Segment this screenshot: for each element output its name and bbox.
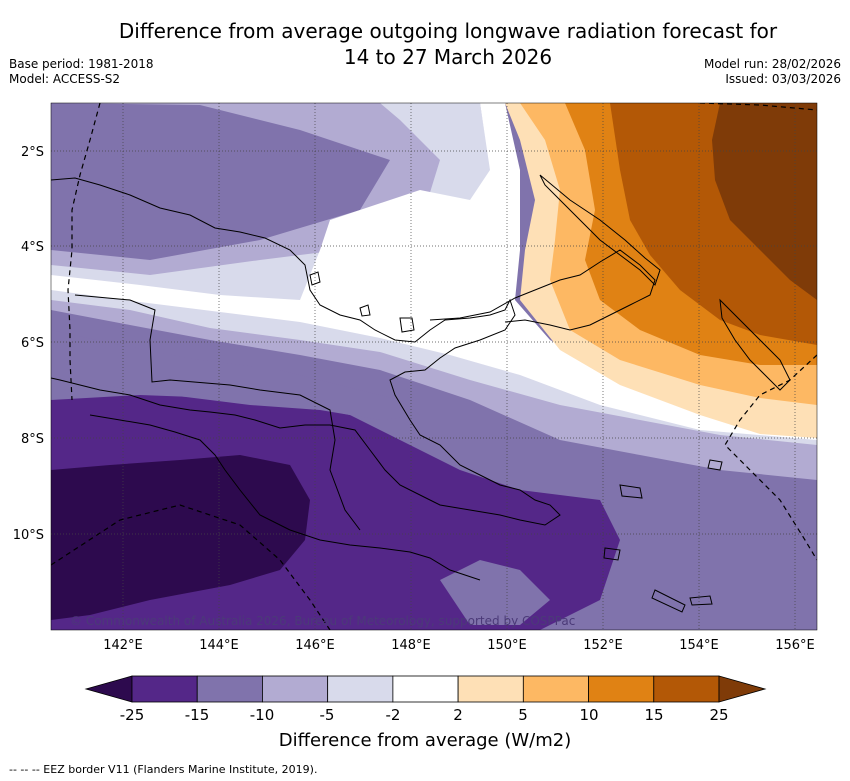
colorbar-segment (196, 675, 263, 703)
coastlines (51, 174, 791, 613)
map-panel: © Commonwealth of Australia 2026, Bureau… (51, 103, 817, 630)
colorbar-segment (588, 675, 655, 703)
colorbar-segment (392, 675, 459, 703)
colorbar-tick: -15 (185, 706, 210, 724)
colorbar-tick: -10 (250, 706, 275, 724)
colorbar-tick: -5 (320, 706, 335, 724)
lon-label: 148°E (391, 638, 431, 653)
colorbar (84, 675, 767, 703)
lat-label: 4°S (21, 240, 44, 255)
colorbar-segment (327, 675, 394, 703)
anomaly-band-pos25 (712, 103, 817, 300)
colorbar-segment (522, 675, 589, 703)
base-period: Base period: 1981-2018 (9, 57, 154, 71)
colorbar-extend-min (84, 675, 133, 703)
lat-label: 6°S (21, 336, 44, 351)
colorbar-extend-max (718, 675, 767, 703)
lon-label: 152°E (583, 638, 623, 653)
bougainville-coast (719, 298, 791, 391)
colorbar-tick: 2 (453, 706, 463, 724)
lat-label: 8°S (21, 432, 44, 447)
lat-label: 2°S (21, 145, 44, 160)
meta-right: Model run: 28/02/2026 Issued: 03/03/2026 (704, 57, 841, 87)
colorbar-segment (262, 675, 329, 703)
copyright-note: © Commonwealth of Australia 2026, Bureau… (70, 614, 575, 628)
colorbar-tick: -2 (386, 706, 401, 724)
islands (309, 271, 723, 613)
map-frame (50, 102, 818, 631)
lat-axis: 2°S 4°S 6°S 8°S 10°S (13, 145, 44, 543)
southern-coast (89, 414, 481, 581)
issued-date: Issued: 03/03/2026 (725, 72, 841, 86)
new-ireland-coast (539, 174, 661, 286)
lon-label: 154°E (679, 638, 719, 653)
eez-borders (51, 103, 817, 630)
colorbar-tick: -25 (120, 706, 145, 724)
colorbar-segment (653, 675, 720, 703)
colorbar-segment (457, 675, 524, 703)
colorbar-title: Difference from average (W/m2) (278, 730, 572, 751)
title-line-2: 14 to 27 March 2026 (343, 45, 553, 69)
lon-axis: 142°E 144°E 146°E 148°E 150°E 152°E 154°… (103, 638, 815, 653)
model-run: Model run: 28/02/2026 (703, 57, 841, 71)
anomaly-band-neg10 (51, 330, 420, 420)
model-name: Model: ACCESS-S2 (9, 72, 121, 86)
eez-footnote: -- -- -- EEZ border V11 (Flanders Marine… (9, 763, 318, 776)
colorbar-tick: 15 (644, 706, 663, 724)
colorbar-tick: 5 (518, 706, 528, 724)
new-britain-coast (429, 249, 656, 331)
lon-label: 146°E (295, 638, 335, 653)
colorbar-ticks: -25 -15 -10 -5 -2 2 5 10 15 25 (120, 706, 729, 724)
lon-label: 156°E (775, 638, 815, 653)
colorbar-tick: 25 (709, 706, 728, 724)
meta-left: Base period: 1981-2018 Model: ACCESS-S2 (9, 57, 154, 87)
anomaly-band-zero (51, 103, 817, 440)
lon-label: 144°E (199, 638, 239, 653)
title-line-1: Difference from average outgoing longwav… (118, 19, 778, 43)
lon-label: 142°E (103, 638, 143, 653)
colorbar-segment (131, 675, 198, 703)
new-guinea-coast (51, 177, 561, 526)
map-title: Difference from average outgoing longwav… (60, 18, 836, 70)
graticule (51, 103, 817, 630)
colorbar-tick: 10 (579, 706, 598, 724)
lat-label: 10°S (13, 528, 44, 543)
lon-label: 150°E (487, 638, 527, 653)
border-png (74, 294, 361, 531)
